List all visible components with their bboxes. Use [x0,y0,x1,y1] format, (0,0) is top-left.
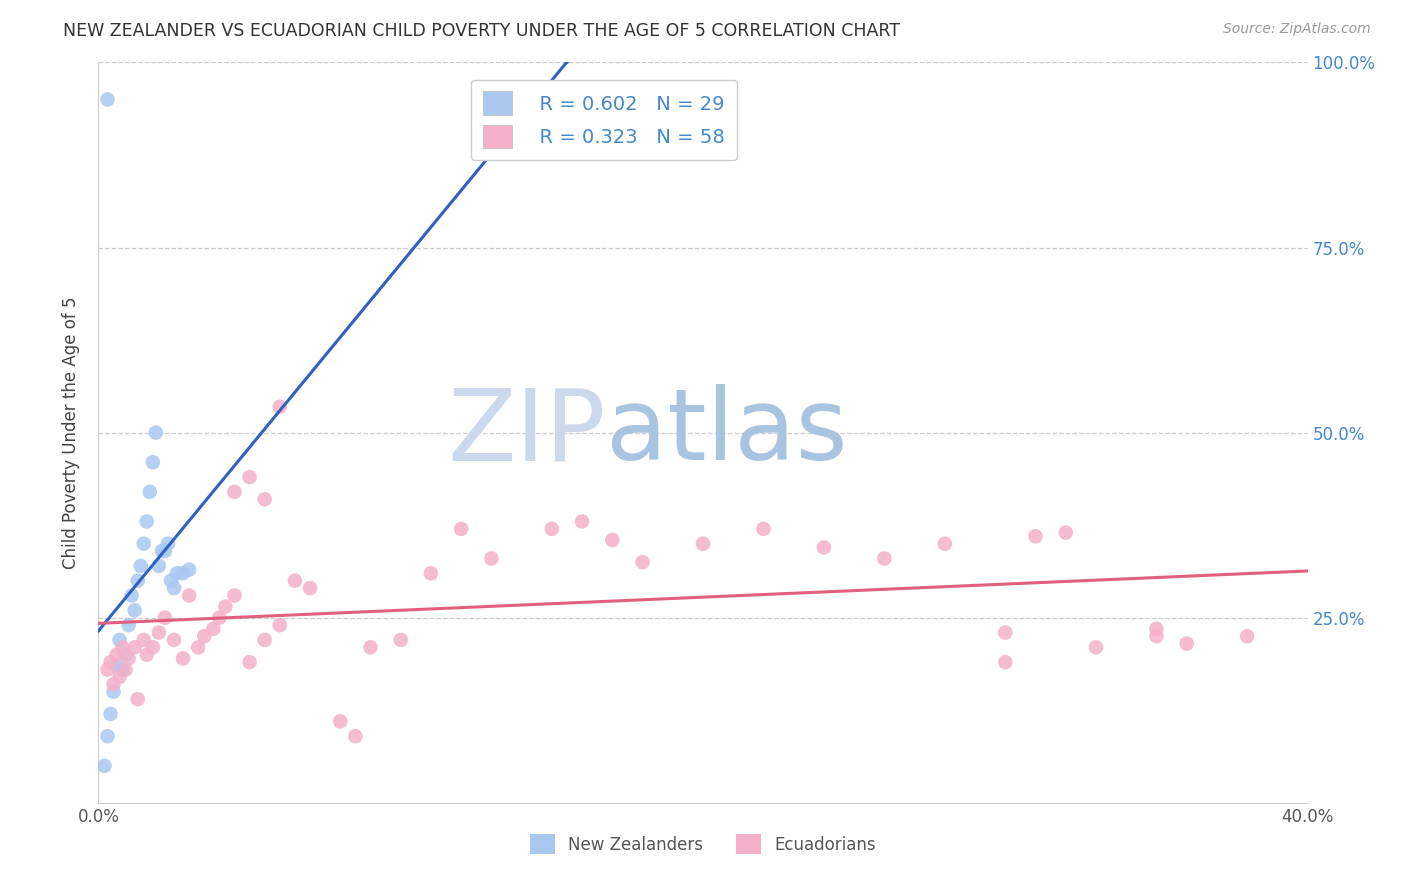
Point [121,589,143,603]
Point [108,670,131,684]
Point [450,522,472,536]
Point [135,515,157,529]
Point [96,92,118,106]
Point [269,400,291,414]
Point [172,651,194,665]
Point [111,640,134,655]
Point [153,610,176,624]
Point [299,581,322,595]
Point [193,629,215,643]
Point [111,663,134,677]
Point [692,536,714,550]
Point [124,603,146,617]
Point [202,622,225,636]
Point [124,640,146,655]
Point [118,651,141,665]
Point [148,558,170,573]
Point [166,566,188,581]
Point [132,536,155,550]
Point [934,536,956,550]
Point [172,566,194,581]
Point [114,648,136,662]
Point [1054,525,1077,540]
Point [481,551,503,566]
Point [103,677,125,691]
Point [118,618,141,632]
Point [1144,629,1167,643]
Point [150,544,173,558]
Point [127,692,149,706]
Point [139,484,162,499]
Point [179,589,201,603]
Point [93,758,115,772]
Point [103,685,125,699]
Point [105,648,128,662]
Point [571,515,593,529]
Point [156,536,179,550]
Point [214,599,236,614]
Point [132,632,155,647]
Point [602,533,624,547]
Point [135,648,157,662]
Point [187,640,209,655]
Point [129,558,152,573]
Point [239,655,262,669]
Point [994,625,1017,640]
Point [1236,629,1258,643]
Point [329,714,352,729]
Point [142,455,165,469]
Point [239,470,262,484]
Point [127,574,149,588]
Point [1085,640,1108,655]
Point [145,425,167,440]
Point [160,574,183,588]
Point [100,706,122,721]
Point [284,574,307,588]
Point [269,618,291,632]
Point [1175,637,1198,651]
Point [179,563,201,577]
Point [420,566,443,581]
Point [153,544,176,558]
Point [96,729,118,743]
Point [360,640,382,655]
Legend: New Zealanders, Ecuadorians: New Zealanders, Ecuadorians [523,828,883,861]
Point [208,610,231,624]
Point [253,632,276,647]
Point [540,522,562,536]
Point [1024,529,1046,543]
Point [142,640,165,655]
Point [752,522,775,536]
Point [224,589,246,603]
Point [526,85,548,99]
Text: Source: ZipAtlas.com: Source: ZipAtlas.com [1223,22,1371,37]
Point [253,492,276,507]
Point [1144,622,1167,636]
Point [148,625,170,640]
Point [96,663,118,677]
Text: atlas: atlas [606,384,848,481]
Point [163,632,186,647]
Text: ZIP: ZIP [449,384,606,481]
Point [105,658,128,673]
Point [389,632,412,647]
Point [224,484,246,499]
Point [994,655,1017,669]
Point [631,555,654,569]
Point [344,729,367,743]
Point [108,632,131,647]
Point [813,541,835,555]
Text: NEW ZEALANDER VS ECUADORIAN CHILD POVERTY UNDER THE AGE OF 5 CORRELATION CHART: NEW ZEALANDER VS ECUADORIAN CHILD POVERT… [63,22,900,40]
Point [163,581,186,595]
Point [114,663,136,677]
Y-axis label: Child Poverty Under the Age of 5: Child Poverty Under the Age of 5 [62,296,80,569]
Point [873,551,896,566]
Point [100,655,122,669]
